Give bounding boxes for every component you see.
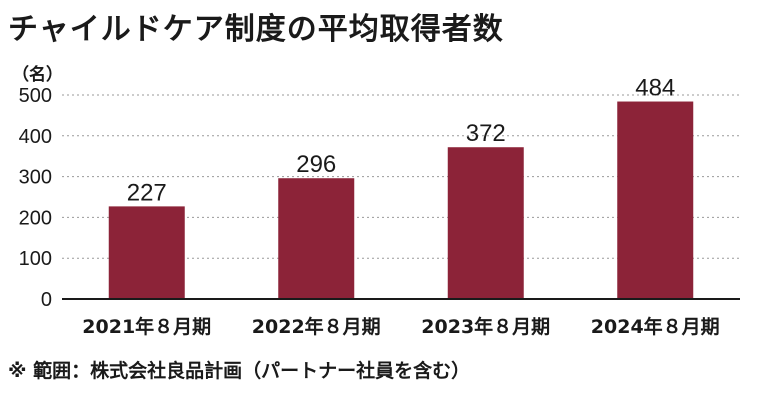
x-tick-label: 2022年８月期 [252,315,381,338]
data-label: 484 [635,75,675,102]
bar [108,206,185,299]
y-tick-label: 400 [19,126,52,148]
bar [617,101,694,299]
chart-title: チャイルドケア制度の平均取得者数 [8,12,504,47]
bars [108,101,694,299]
y-axis-unit-label: （名） [12,65,63,85]
data-labels: 227 296 372 484 [127,75,676,207]
x-tick-labels: 2021年８月期 2022年８月期 2023年８月期 2024年８月期 [82,315,719,338]
y-tick-labels: 0 100 200 300 400 500 [19,85,52,311]
x-tick-label: 2023年８月期 [421,315,550,338]
y-tick-label: 100 [19,248,52,270]
y-tick-label: 200 [19,207,52,229]
data-label: 227 [127,179,167,206]
data-label: 296 [296,151,336,178]
bar [447,147,524,299]
data-label: 372 [466,120,506,147]
x-tick-label: 2021年８月期 [82,315,211,338]
y-tick-label: 500 [19,85,52,107]
chart-footnote: ※ 範囲：株式会社良品計画（パートナー社員を含む） [8,360,471,382]
bar [278,178,355,299]
y-tick-label: 0 [41,289,52,311]
y-tick-label: 300 [19,167,52,189]
x-tick-label: 2024年８月期 [591,315,720,338]
